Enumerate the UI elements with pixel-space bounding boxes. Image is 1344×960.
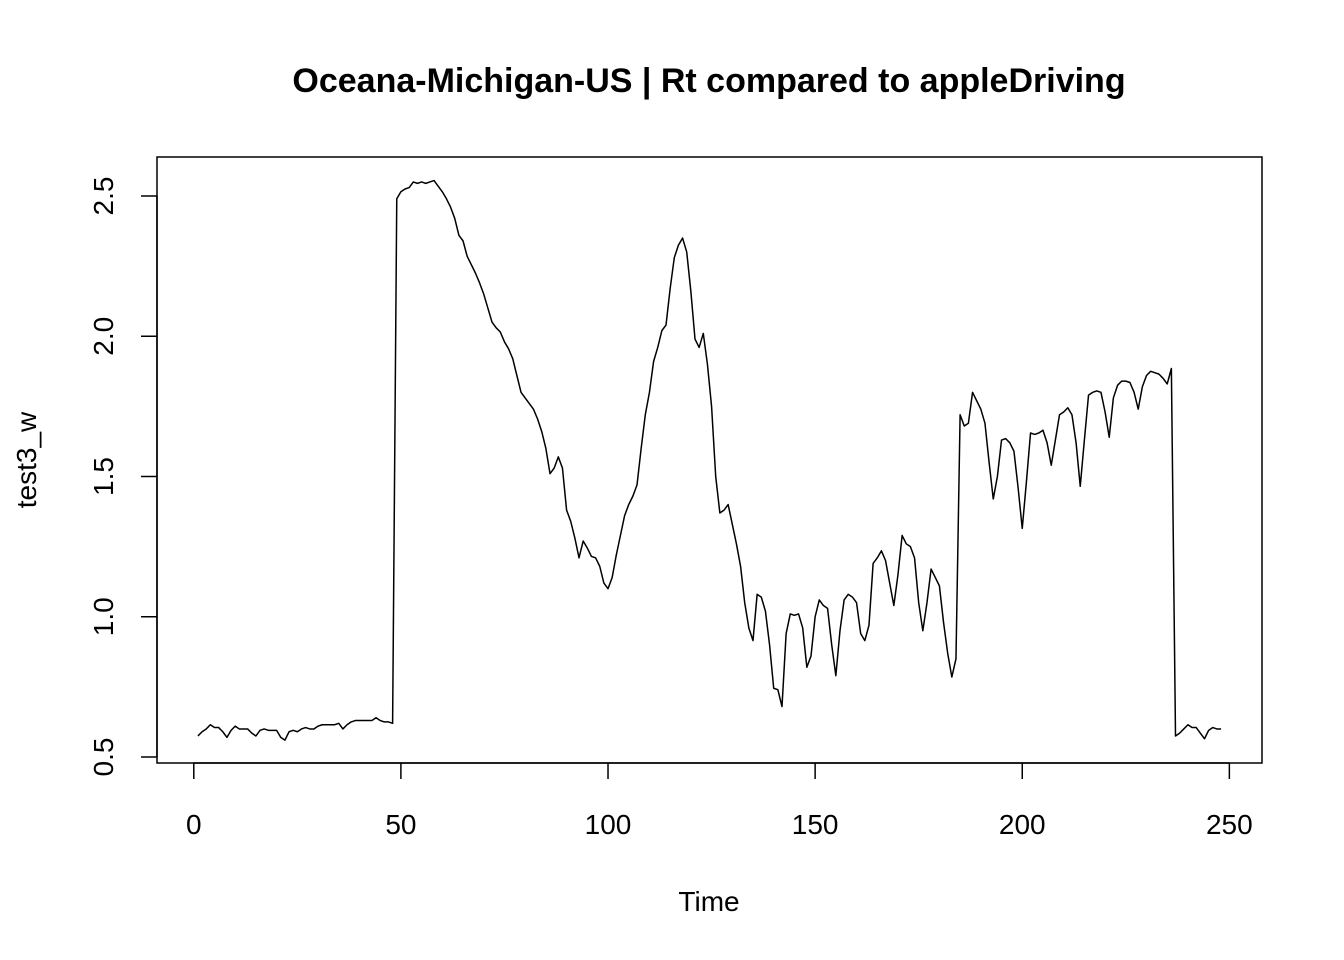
x-tick-label: 150 [792, 809, 839, 840]
y-tick-label: 2.5 [88, 177, 119, 216]
x-tick-label: 250 [1206, 809, 1253, 840]
y-axis-label: test3_w [11, 411, 42, 508]
x-tick-label: 0 [186, 809, 202, 840]
y-tick-label: 0.5 [88, 738, 119, 777]
y-tick-label: 2.0 [88, 317, 119, 356]
y-tick-label: 1.0 [88, 597, 119, 636]
x-tick-label: 50 [385, 809, 416, 840]
y-tick-label: 1.5 [88, 457, 119, 496]
x-axis-label: Time [678, 886, 739, 917]
x-tick-label: 200 [999, 809, 1046, 840]
x-tick-label: 100 [585, 809, 632, 840]
chart-title: Oceana-Michigan-US | Rt compared to appl… [292, 62, 1125, 100]
data-line [197, 179, 1222, 741]
